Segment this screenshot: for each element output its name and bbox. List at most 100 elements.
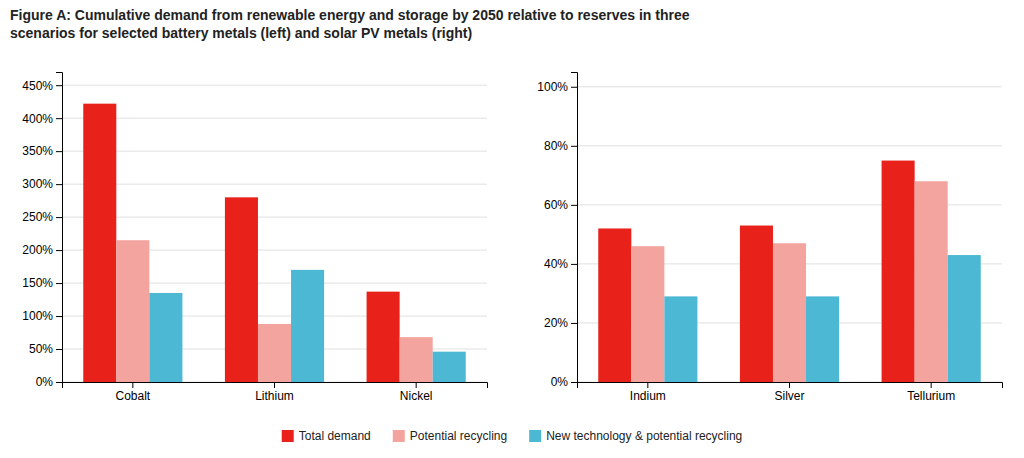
tick-mark [571, 382, 577, 383]
axis-line [63, 383, 488, 389]
tick: 200% [22, 243, 62, 257]
grid-line [62, 217, 487, 218]
tick: 20% [544, 316, 577, 330]
tick-mark [56, 283, 62, 284]
legend-item: Total demand [282, 429, 371, 443]
grid-line [577, 145, 1002, 146]
tick-mark [56, 85, 62, 86]
tick-mark [56, 217, 62, 218]
tick-label: Silver [774, 389, 804, 403]
tick-mark [571, 205, 577, 206]
grid-line [62, 118, 487, 119]
tick-mark [571, 146, 577, 147]
tick: 50% [29, 342, 62, 356]
bar [225, 197, 258, 382]
tick-label: 250% [22, 210, 53, 224]
bar [598, 228, 631, 382]
tick: 450% [22, 79, 62, 93]
title: Figure A: Cumulative demand from renewab… [10, 7, 690, 41]
y-axis: 0% 50% 100% 150% 200% 250% 300% 350% 400% 450% [22, 73, 62, 390]
tick: Cobalt [115, 382, 150, 403]
panel: Indium Silver Tellurium 0% 20% 40% 60% 80% 100% [537, 73, 1002, 403]
tick-label: 20% [544, 316, 568, 330]
tick: Lithium [255, 382, 294, 403]
tick-label: 450% [22, 79, 53, 93]
legend-swatch [282, 430, 294, 442]
x-axis: Cobalt Lithium Nickel [63, 382, 488, 403]
tick: 0% [551, 375, 577, 389]
tick: 250% [22, 210, 62, 224]
tick-label: 60% [544, 198, 568, 212]
tick-label: 50% [29, 342, 53, 356]
tick-mark [56, 151, 62, 152]
legend-item: Potential recycling [393, 429, 507, 443]
chart: Figure A: Cumulative demand from renewab… [0, 0, 1024, 458]
tick-label: 0% [551, 375, 569, 389]
axis-line [578, 383, 1003, 389]
tick-label: 150% [22, 276, 53, 290]
tick-label: Cobalt [115, 389, 150, 403]
axis-line [56, 73, 63, 383]
x-axis: Indium Silver Tellurium [578, 382, 1003, 403]
tick-mark [56, 118, 62, 119]
bar [83, 104, 116, 382]
tick-mark [571, 264, 577, 265]
tick-mark [789, 382, 790, 388]
tick-mark [274, 382, 275, 388]
legend: Total demand Potential recycling New techn… [282, 429, 743, 443]
tick-mark [56, 382, 62, 383]
tick-label: Indium [630, 389, 666, 403]
tick-mark [56, 184, 62, 185]
tick: 100% [537, 80, 577, 94]
bar [882, 161, 915, 382]
tick-mark [56, 316, 62, 317]
tick: 150% [22, 276, 62, 290]
grid-line [62, 184, 487, 185]
legend-label: Potential recycling [410, 429, 507, 443]
tick: 400% [22, 112, 62, 126]
tick: Nickel [400, 382, 433, 403]
bar [400, 337, 433, 382]
tick: 350% [22, 144, 62, 158]
bar [773, 243, 806, 382]
legend-swatch [529, 430, 541, 442]
tick-mark [931, 382, 932, 388]
tick-label: Nickel [400, 389, 433, 403]
bar [806, 296, 839, 382]
legend-item: New technology & potential recycling [529, 429, 742, 443]
tick: 40% [544, 257, 577, 271]
legend-label: New technology & potential recycling [546, 429, 742, 443]
tick: 300% [22, 177, 62, 191]
tick-label: 100% [22, 309, 53, 323]
bar [291, 270, 324, 382]
bars [598, 161, 981, 382]
tick-label: 40% [544, 257, 568, 271]
title-line: scenarios for selected battery metals (l… [10, 25, 472, 41]
tick-label: 0% [36, 375, 54, 389]
tick-label: 300% [22, 177, 53, 191]
bars [83, 104, 466, 382]
legend-swatch [393, 430, 405, 442]
bar [433, 352, 466, 382]
bar [948, 255, 981, 382]
tick-mark [647, 382, 648, 388]
tick-mark [571, 323, 577, 324]
bar [258, 324, 291, 382]
tick-mark [56, 250, 62, 251]
tick-mark [132, 382, 133, 388]
tick: 0% [36, 375, 62, 389]
tick: 80% [544, 139, 577, 153]
tick-label: Tellurium [907, 389, 955, 403]
tick: 100% [22, 309, 62, 323]
tick-mark [56, 349, 62, 350]
tick-label: 200% [22, 243, 53, 257]
tick: Indium [630, 382, 666, 403]
grid [577, 87, 1002, 382]
bar [367, 292, 400, 382]
tick-label: Lithium [255, 389, 294, 403]
tick-label: 100% [537, 80, 568, 94]
grid [62, 85, 487, 382]
bar [664, 296, 697, 382]
grid-line [62, 85, 487, 86]
axis-line [571, 73, 578, 383]
